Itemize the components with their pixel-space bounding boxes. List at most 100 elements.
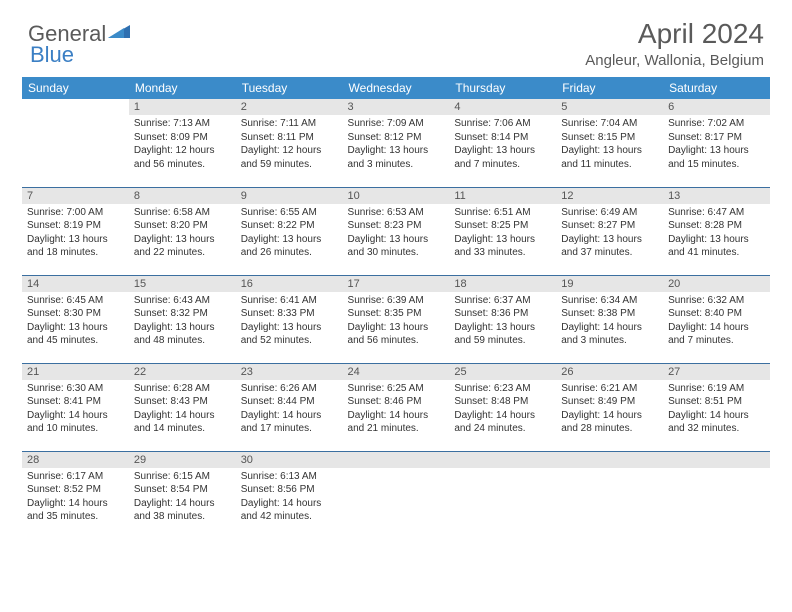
day-line: Daylight: 13 hours bbox=[27, 233, 124, 247]
day-body: Sunrise: 6:13 AMSunset: 8:56 PMDaylight:… bbox=[236, 468, 343, 528]
day-number: 13 bbox=[663, 188, 770, 204]
week-row: 7Sunrise: 7:00 AMSunset: 8:19 PMDaylight… bbox=[22, 187, 770, 275]
day-line: Sunrise: 6:34 AM bbox=[561, 294, 658, 308]
day-number: 14 bbox=[22, 276, 129, 292]
day-cell: 1Sunrise: 7:13 AMSunset: 8:09 PMDaylight… bbox=[129, 99, 236, 187]
day-line: Sunset: 8:56 PM bbox=[241, 483, 338, 497]
header: General April 2024 Angleur, Wallonia, Be… bbox=[0, 0, 792, 77]
day-line: Daylight: 14 hours bbox=[134, 409, 231, 423]
day-line: Sunrise: 6:53 AM bbox=[348, 206, 445, 220]
day-number: 19 bbox=[556, 276, 663, 292]
day-cell: 28Sunrise: 6:17 AMSunset: 8:52 PMDayligh… bbox=[22, 451, 129, 539]
day-cell: 22Sunrise: 6:28 AMSunset: 8:43 PMDayligh… bbox=[129, 363, 236, 451]
day-line: and 24 minutes. bbox=[454, 422, 551, 436]
day-body: Sunrise: 6:23 AMSunset: 8:48 PMDaylight:… bbox=[449, 380, 556, 440]
day-line: Sunrise: 6:43 AM bbox=[134, 294, 231, 308]
day-body: Sunrise: 6:32 AMSunset: 8:40 PMDaylight:… bbox=[663, 292, 770, 352]
day-body: Sunrise: 6:51 AMSunset: 8:25 PMDaylight:… bbox=[449, 204, 556, 264]
day-line: and 21 minutes. bbox=[348, 422, 445, 436]
day-line: Sunrise: 6:26 AM bbox=[241, 382, 338, 396]
day-cell: 26Sunrise: 6:21 AMSunset: 8:49 PMDayligh… bbox=[556, 363, 663, 451]
day-cell: 30Sunrise: 6:13 AMSunset: 8:56 PMDayligh… bbox=[236, 451, 343, 539]
day-cell: 6Sunrise: 7:02 AMSunset: 8:17 PMDaylight… bbox=[663, 99, 770, 187]
day-line: and 7 minutes. bbox=[454, 158, 551, 172]
day-line: Daylight: 13 hours bbox=[134, 321, 231, 335]
day-body: Sunrise: 7:06 AMSunset: 8:14 PMDaylight:… bbox=[449, 115, 556, 175]
day-line: and 37 minutes. bbox=[561, 246, 658, 260]
day-cell: 20Sunrise: 6:32 AMSunset: 8:40 PMDayligh… bbox=[663, 275, 770, 363]
day-line: Sunset: 8:44 PM bbox=[241, 395, 338, 409]
dow-tuesday: Tuesday bbox=[236, 77, 343, 99]
day-line: and 59 minutes. bbox=[454, 334, 551, 348]
day-line: Daylight: 14 hours bbox=[561, 321, 658, 335]
day-cell: 14Sunrise: 6:45 AMSunset: 8:30 PMDayligh… bbox=[22, 275, 129, 363]
day-line: Daylight: 13 hours bbox=[348, 144, 445, 158]
day-line: and 18 minutes. bbox=[27, 246, 124, 260]
day-line: Daylight: 14 hours bbox=[134, 497, 231, 511]
day-cell: 10Sunrise: 6:53 AMSunset: 8:23 PMDayligh… bbox=[343, 187, 450, 275]
day-number: 21 bbox=[22, 364, 129, 380]
day-body: Sunrise: 6:39 AMSunset: 8:35 PMDaylight:… bbox=[343, 292, 450, 352]
day-line: Sunrise: 6:23 AM bbox=[454, 382, 551, 396]
day-line: Sunrise: 6:13 AM bbox=[241, 470, 338, 484]
day-cell bbox=[22, 99, 129, 187]
day-cell: 12Sunrise: 6:49 AMSunset: 8:27 PMDayligh… bbox=[556, 187, 663, 275]
day-line: Sunrise: 6:41 AM bbox=[241, 294, 338, 308]
day-line: Sunrise: 7:04 AM bbox=[561, 117, 658, 131]
dow-wednesday: Wednesday bbox=[343, 77, 450, 99]
day-line: and 10 minutes. bbox=[27, 422, 124, 436]
day-line: Sunset: 8:15 PM bbox=[561, 131, 658, 145]
day-line: Sunset: 8:48 PM bbox=[454, 395, 551, 409]
day-body: Sunrise: 6:17 AMSunset: 8:52 PMDaylight:… bbox=[22, 468, 129, 528]
day-line: Daylight: 14 hours bbox=[561, 409, 658, 423]
day-cell: 7Sunrise: 7:00 AMSunset: 8:19 PMDaylight… bbox=[22, 187, 129, 275]
day-line: Sunrise: 6:47 AM bbox=[668, 206, 765, 220]
day-number: 3 bbox=[343, 99, 450, 115]
dow-thursday: Thursday bbox=[449, 77, 556, 99]
day-line: Sunset: 8:14 PM bbox=[454, 131, 551, 145]
day-line: Sunset: 8:54 PM bbox=[134, 483, 231, 497]
day-line: and 48 minutes. bbox=[134, 334, 231, 348]
day-line: Sunset: 8:09 PM bbox=[134, 131, 231, 145]
day-line: Sunset: 8:40 PM bbox=[668, 307, 765, 321]
day-body: Sunrise: 7:13 AMSunset: 8:09 PMDaylight:… bbox=[129, 115, 236, 175]
day-body: Sunrise: 6:19 AMSunset: 8:51 PMDaylight:… bbox=[663, 380, 770, 440]
day-line: Daylight: 14 hours bbox=[668, 409, 765, 423]
day-body: Sunrise: 6:21 AMSunset: 8:49 PMDaylight:… bbox=[556, 380, 663, 440]
day-number: 20 bbox=[663, 276, 770, 292]
day-line: and 22 minutes. bbox=[134, 246, 231, 260]
day-cell: 21Sunrise: 6:30 AMSunset: 8:41 PMDayligh… bbox=[22, 363, 129, 451]
day-cell: 2Sunrise: 7:11 AMSunset: 8:11 PMDaylight… bbox=[236, 99, 343, 187]
day-number: 25 bbox=[449, 364, 556, 380]
day-cell: 23Sunrise: 6:26 AMSunset: 8:44 PMDayligh… bbox=[236, 363, 343, 451]
week-row: 21Sunrise: 6:30 AMSunset: 8:41 PMDayligh… bbox=[22, 363, 770, 451]
day-body: Sunrise: 6:45 AMSunset: 8:30 PMDaylight:… bbox=[22, 292, 129, 352]
dow-row: Sunday Monday Tuesday Wednesday Thursday… bbox=[22, 77, 770, 99]
day-line: Sunset: 8:41 PM bbox=[27, 395, 124, 409]
day-body: Sunrise: 6:15 AMSunset: 8:54 PMDaylight:… bbox=[129, 468, 236, 528]
day-body: Sunrise: 6:53 AMSunset: 8:23 PMDaylight:… bbox=[343, 204, 450, 264]
day-line: Sunrise: 7:00 AM bbox=[27, 206, 124, 220]
day-line: Daylight: 13 hours bbox=[27, 321, 124, 335]
day-number: 1 bbox=[129, 99, 236, 115]
day-number: 22 bbox=[129, 364, 236, 380]
day-line: and 7 minutes. bbox=[668, 334, 765, 348]
day-line: Sunset: 8:28 PM bbox=[668, 219, 765, 233]
day-cell bbox=[556, 451, 663, 539]
day-line: and 3 minutes. bbox=[561, 334, 658, 348]
day-number: 2 bbox=[236, 99, 343, 115]
week-row: 28Sunrise: 6:17 AMSunset: 8:52 PMDayligh… bbox=[22, 451, 770, 539]
day-line: Sunset: 8:11 PM bbox=[241, 131, 338, 145]
day-line: and 56 minutes. bbox=[348, 334, 445, 348]
day-number: 15 bbox=[129, 276, 236, 292]
day-body: Sunrise: 7:11 AMSunset: 8:11 PMDaylight:… bbox=[236, 115, 343, 175]
location: Angleur, Wallonia, Belgium bbox=[585, 52, 764, 69]
day-line: Sunset: 8:32 PM bbox=[134, 307, 231, 321]
day-cell: 17Sunrise: 6:39 AMSunset: 8:35 PMDayligh… bbox=[343, 275, 450, 363]
day-body: Sunrise: 7:09 AMSunset: 8:12 PMDaylight:… bbox=[343, 115, 450, 175]
dow-friday: Friday bbox=[556, 77, 663, 99]
day-body: Sunrise: 6:37 AMSunset: 8:36 PMDaylight:… bbox=[449, 292, 556, 352]
day-line: Sunset: 8:46 PM bbox=[348, 395, 445, 409]
day-line: Sunset: 8:12 PM bbox=[348, 131, 445, 145]
day-line: Sunset: 8:33 PM bbox=[241, 307, 338, 321]
